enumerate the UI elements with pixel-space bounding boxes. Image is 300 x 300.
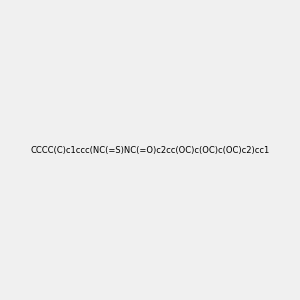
Text: CCCC(C)c1ccc(NC(=S)NC(=O)c2cc(OC)c(OC)c(OC)c2)cc1: CCCC(C)c1ccc(NC(=S)NC(=O)c2cc(OC)c(OC)c(… [30, 146, 270, 154]
